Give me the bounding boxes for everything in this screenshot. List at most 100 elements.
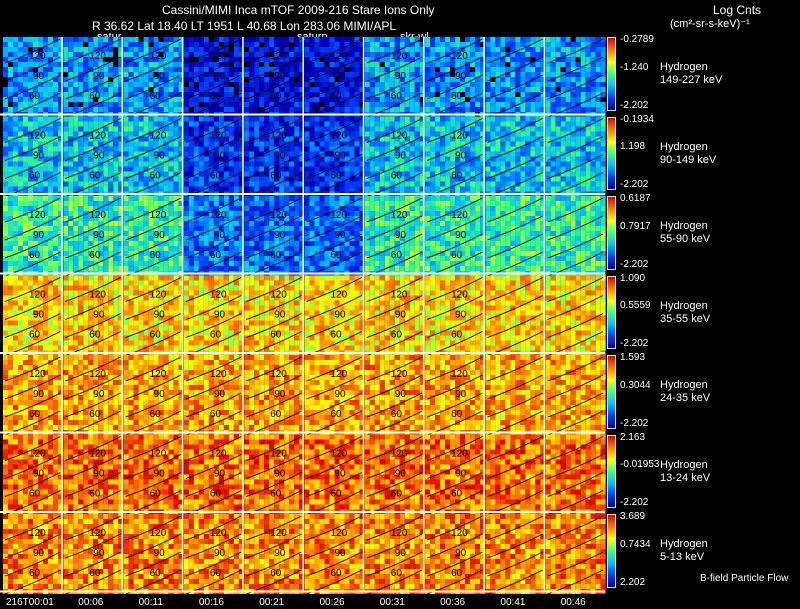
contour-label: 90 <box>455 151 467 162</box>
contour-line <box>185 515 242 541</box>
panel-r0-c8 <box>485 37 546 118</box>
panel-r0-c5: 120 90 60 <box>304 37 365 118</box>
contour-label: 90 <box>395 389 407 400</box>
contour-label: 60 <box>331 568 343 579</box>
contour-label: 90 <box>455 230 467 241</box>
contour-line <box>366 454 423 479</box>
contour-label: 120 <box>29 51 46 62</box>
contour-line <box>426 38 483 64</box>
contour-line <box>547 472 604 497</box>
contour-label: 120 <box>29 528 46 539</box>
contour-label: 120 <box>451 210 468 221</box>
contour-label: 90 <box>33 548 45 559</box>
contour-line <box>366 136 423 161</box>
contour-label: 90 <box>395 151 407 162</box>
time-label: 00:16 <box>198 597 224 608</box>
contour-label: 120 <box>150 449 167 460</box>
species-label: Hydrogen <box>660 220 708 232</box>
contour-line <box>4 154 61 179</box>
contour-label: 90 <box>214 469 226 480</box>
contour-label: 60 <box>331 171 343 182</box>
contour-line <box>65 392 121 418</box>
panel-r0-c3: 120 90 60 <box>183 37 244 118</box>
contour-line <box>306 551 363 577</box>
contour-label: 90 <box>455 548 467 559</box>
contour-line <box>65 233 121 259</box>
contour-line <box>487 56 543 82</box>
contour-line <box>125 277 182 302</box>
panel-r1-c0: 120 90 60 <box>3 116 63 197</box>
contour-label: 120 <box>270 369 287 380</box>
species-label: Hydrogen <box>660 458 708 471</box>
contour-line <box>4 56 61 82</box>
contour-label: 90 <box>214 548 226 559</box>
contour-line <box>4 233 61 259</box>
column-separator <box>483 37 485 591</box>
panel-r3-c1: 120 90 60 <box>63 275 124 356</box>
contour-line <box>125 436 182 461</box>
contour-line <box>65 56 121 82</box>
contour-label: 120 <box>89 51 106 62</box>
contour-line <box>306 295 363 320</box>
contour-label: 60 <box>89 171 101 182</box>
colorbar-mid-label: 0.7434 <box>620 538 651 550</box>
energy-label: 90-149 keV <box>660 153 717 166</box>
contour-line <box>4 38 61 64</box>
contour-line <box>306 436 363 461</box>
contour-label: 90 <box>395 548 407 559</box>
contour-label: 60 <box>391 91 403 102</box>
contour-label: 60 <box>331 489 343 500</box>
contour-line <box>246 515 302 541</box>
contour-line <box>426 136 483 161</box>
contour-line <box>366 56 423 82</box>
contour-line <box>246 197 302 223</box>
contour-line <box>4 313 61 338</box>
contour-line <box>246 56 302 82</box>
panel-r3-c0: 120 90 60 <box>3 275 63 356</box>
contour-label: 120 <box>210 131 227 142</box>
contour-line <box>185 551 242 577</box>
contour-label: 120 <box>89 369 106 380</box>
contour-line <box>185 533 242 559</box>
contour-line <box>366 233 423 259</box>
contour-line <box>547 392 604 418</box>
contour-line <box>4 454 61 479</box>
contour-line <box>4 436 61 461</box>
contour-line <box>65 118 121 143</box>
contour-label: 90 <box>395 71 407 82</box>
colorbar-max-label: -0.2789 <box>620 34 654 45</box>
contour-label: 120 <box>391 449 408 460</box>
contour-label: 120 <box>150 290 167 301</box>
contour-line <box>125 197 182 223</box>
contour-label: 90 <box>335 230 347 241</box>
contour-line <box>306 472 363 497</box>
contour-line <box>426 374 483 400</box>
contour-line <box>185 313 242 338</box>
contour-label: 90 <box>395 469 407 480</box>
contour-label: 90 <box>33 151 45 162</box>
contour-label: 60 <box>391 171 403 182</box>
contour-label: 90 <box>33 310 45 321</box>
contour-label: 120 <box>391 51 408 62</box>
contour-label: 120 <box>391 528 408 539</box>
contour-label: 60 <box>451 91 463 102</box>
contour-label: 120 <box>331 210 348 221</box>
contour-label: 90 <box>214 151 226 162</box>
column-separator <box>543 37 546 591</box>
species-label: Hydrogen <box>660 299 708 312</box>
panel-r3-c7: 120 90 60 <box>425 275 486 356</box>
contour-label: 120 <box>150 210 167 221</box>
contour-line <box>65 374 121 400</box>
contour-label: 120 <box>270 449 287 460</box>
energy-label: 35-55 keV <box>660 312 711 325</box>
contour-line <box>65 197 121 223</box>
contour-label: 120 <box>210 210 227 221</box>
panel-r6-c4: 120 90 60 <box>244 514 305 595</box>
contour-line <box>426 436 483 461</box>
panel-r2-c8 <box>485 196 546 277</box>
contour-line <box>246 454 302 479</box>
contour-line <box>487 154 543 179</box>
contour-label: 90 <box>154 230 166 241</box>
contour-line <box>547 313 604 338</box>
contour-label: 60 <box>391 409 403 420</box>
